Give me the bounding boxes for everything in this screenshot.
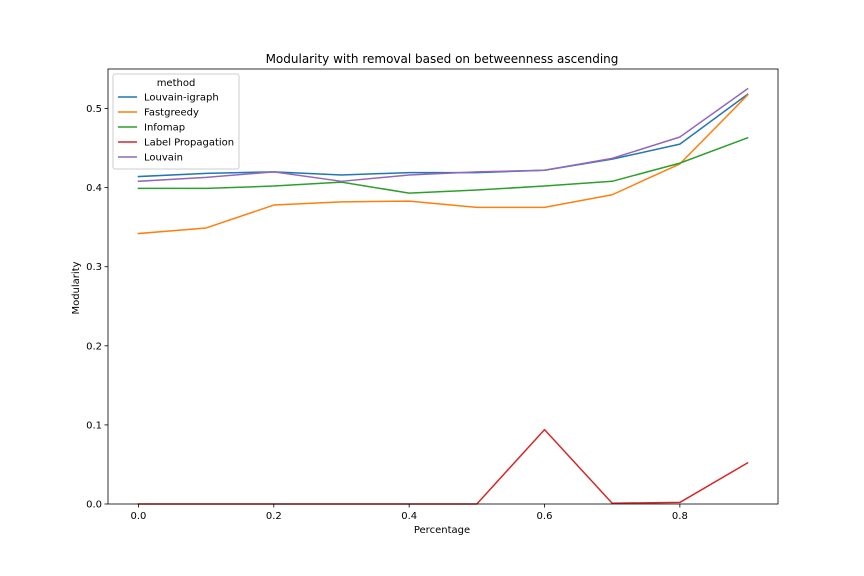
x-tick-label-0: 0.0: [131, 511, 147, 522]
legend: method Louvain-igraph Fastgreedy Infomap Lab…: [112, 73, 240, 170]
axes-frame: [107, 68, 779, 505]
series-line-1: [137, 94, 749, 235]
y-axis-label: Modularity: [71, 261, 82, 314]
series-line-4: [137, 87, 749, 183]
y-tick-label-4: 0.4: [86, 183, 102, 194]
x-tick-label-2: 0.4: [401, 511, 417, 522]
chart-title: Modularity with removal based on between…: [266, 52, 619, 66]
y-tick-label-5: 0.5: [86, 104, 102, 115]
legend-entry-2: Infomap: [144, 123, 185, 134]
legend-box: [112, 73, 240, 170]
legend-entry-4: Louvain: [144, 153, 183, 164]
plot-area: 0.0 0.2 0.4 0.6 0.8 0.0 0.1 0.2 0.3 0.4 0.5: [86, 68, 779, 522]
series-line-2: [137, 136, 749, 194]
legend-entry-0: Louvain-igraph: [144, 93, 219, 104]
legend-entry-1: Fastgreedy: [144, 108, 199, 119]
y-tick-label-1: 0.1: [86, 420, 102, 431]
legend-title: method: [157, 78, 196, 89]
x-axis-label: Percentage: [414, 525, 470, 536]
x-tick-label-3: 0.6: [537, 511, 553, 522]
y-tick-label-2: 0.2: [86, 341, 102, 352]
series-line-0: [137, 93, 749, 178]
legend-entry-3: Label Propagation: [144, 138, 234, 149]
x-tick-label-4: 0.8: [672, 511, 688, 522]
y-tick-label-3: 0.3: [86, 262, 102, 273]
x-tick-label-1: 0.2: [266, 511, 282, 522]
series-line-3: [137, 428, 749, 505]
y-tick-label-0: 0.0: [86, 500, 102, 511]
